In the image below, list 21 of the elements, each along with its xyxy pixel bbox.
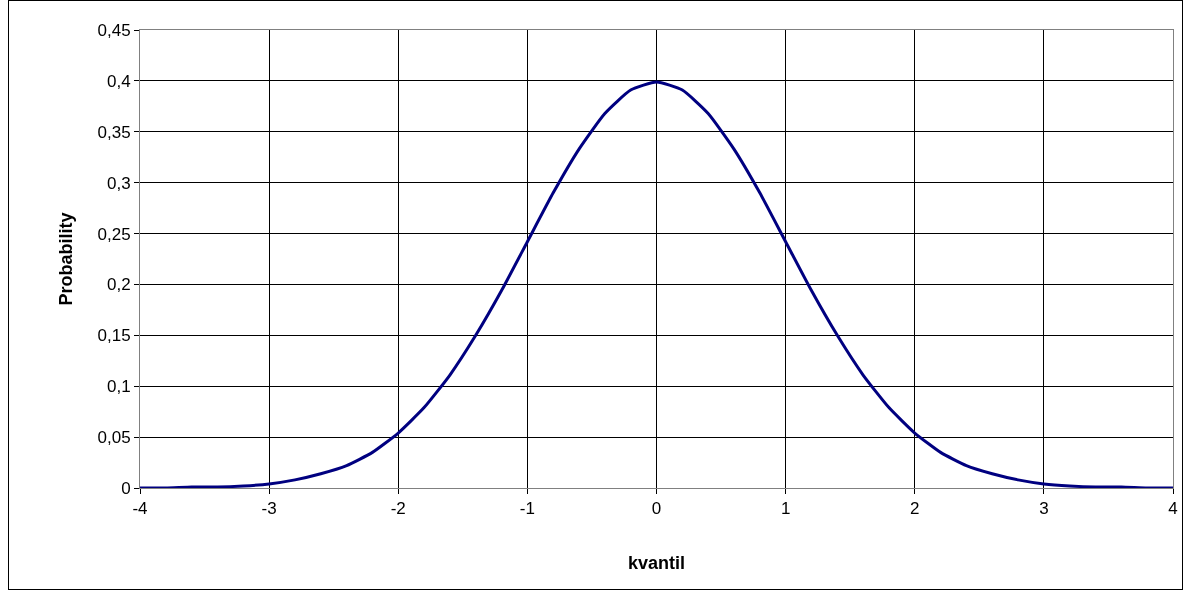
x-tick-label: 4 xyxy=(1168,499,1178,519)
y-tick-label: 0,15 xyxy=(97,326,131,346)
y-tick-label: 0,05 xyxy=(97,428,131,448)
y-axis-title: Probability xyxy=(55,212,76,306)
y-tick-label: 0,4 xyxy=(106,71,131,91)
x-tick-label: 3 xyxy=(1039,499,1049,519)
y-tick-label: 0,35 xyxy=(97,122,131,142)
x-tick-label: -4 xyxy=(132,499,148,519)
y-tick-label: 0,3 xyxy=(106,173,131,193)
y-tick-label: 0,45 xyxy=(97,20,131,40)
y-tick-label: 0 xyxy=(121,478,131,498)
x-tick-label: 2 xyxy=(910,499,920,519)
x-tick-label: 0 xyxy=(651,499,662,519)
x-tick-label: 1 xyxy=(780,499,791,519)
x-axis-title: kvantil xyxy=(627,552,686,573)
y-tick-label: 0,2 xyxy=(106,275,131,295)
y-tick-label: 0,1 xyxy=(106,377,131,397)
x-tick-label: -2 xyxy=(390,499,406,519)
x-tick-label: -3 xyxy=(261,499,277,519)
x-tick-label: -1 xyxy=(519,499,535,519)
y-tick-label: 0,25 xyxy=(97,224,131,244)
